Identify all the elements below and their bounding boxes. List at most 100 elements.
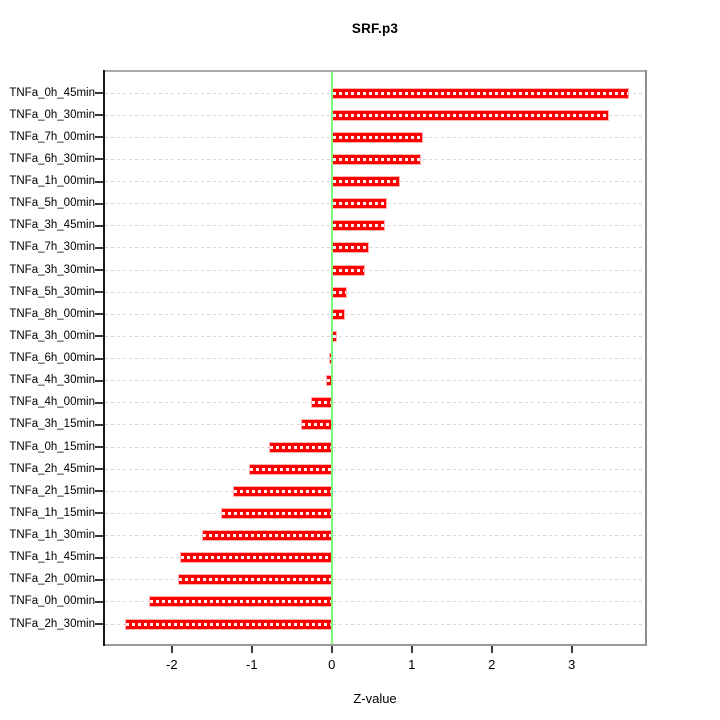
y-tick	[95, 490, 103, 493]
y-tick	[95, 136, 103, 139]
x-axis-label: Z-value	[353, 691, 397, 706]
plot-border-top	[103, 70, 647, 72]
x-tick	[570, 646, 573, 653]
bar	[300, 419, 332, 431]
y-tick	[95, 357, 103, 360]
y-tick-label: TNFa_1h_15min	[9, 506, 95, 519]
bar	[331, 176, 400, 187]
zero-reference-line	[330, 72, 333, 644]
bar	[233, 485, 332, 497]
bar	[331, 286, 347, 298]
y-tick	[95, 446, 103, 448]
grid-line	[105, 247, 645, 249]
chart-title: SRF.p3	[351, 21, 399, 36]
grid-line	[105, 269, 645, 271]
y-tick-label: TNFa_5h_30min	[9, 285, 95, 298]
y-tick	[95, 556, 103, 559]
y-tick	[95, 600, 103, 603]
y-tick-label: TNFa_2h_15min	[9, 484, 95, 497]
y-tick	[95, 291, 103, 294]
y-tick	[95, 512, 103, 515]
y-tick	[95, 401, 103, 404]
plot-border-bottom	[103, 644, 647, 646]
x-tick-label: 1	[408, 657, 416, 672]
y-tick-label: TNFa_5h_00min	[9, 197, 95, 210]
y-tick	[95, 623, 103, 625]
grid-line	[105, 623, 645, 625]
bar	[178, 574, 332, 586]
x-tick	[330, 646, 333, 653]
bar	[179, 552, 332, 564]
bar	[202, 530, 332, 541]
bar	[331, 264, 366, 276]
y-tick-label: TNFa_7h_30min	[9, 241, 95, 254]
plot-border-right	[645, 70, 647, 646]
bar	[331, 220, 385, 232]
bar	[331, 153, 422, 165]
grid-line	[105, 424, 645, 426]
x-tick-label: -1	[246, 657, 258, 672]
y-tick	[95, 423, 103, 426]
x-tick-label: 2	[488, 657, 496, 672]
y-tick-label: TNFa_4h_00min	[9, 396, 95, 409]
x-tick-label: -2	[166, 657, 178, 672]
y-axis-labels: TNFa_0h_45min TNFa_0h_30min TNFa_7h_00min T…	[0, 70, 95, 646]
y-tick-label: TNFa_3h_15min	[9, 418, 95, 431]
y-tick-label: TNFa_1h_45min	[9, 551, 95, 564]
y-tick	[95, 180, 103, 183]
y-tick	[95, 335, 103, 338]
y-tick	[95, 578, 103, 581]
bar	[125, 618, 332, 630]
x-tick-label: 0	[328, 657, 336, 672]
bar	[331, 131, 423, 143]
grid-line	[105, 291, 645, 293]
y-tick-label: TNFa_2h_00min	[9, 573, 95, 586]
y-tick-label: TNFa_2h_45min	[9, 462, 95, 475]
y-tick-label: TNFa_0h_30min	[9, 108, 95, 121]
grid-line	[105, 535, 645, 536]
y-tick	[95, 379, 103, 382]
y-tick	[95, 269, 103, 271]
y-tick-label: TNFa_4h_30min	[9, 374, 95, 387]
y-tick	[95, 158, 103, 161]
y-tick-label: TNFa_7h_00min	[9, 130, 95, 143]
y-tick-label: TNFa_1h_00min	[9, 175, 95, 187]
y-tick-label: TNFa_0h_15min	[9, 440, 95, 453]
y-tick-label: TNFa_3h_30min	[9, 263, 95, 276]
y-tick-label: TNFa_0h_00min	[9, 595, 95, 608]
y-tick	[95, 468, 103, 471]
y-tick-label: TNFa_0h_45min	[9, 86, 95, 99]
grid-line	[105, 468, 645, 470]
x-tick	[490, 646, 493, 653]
y-tick	[95, 224, 103, 227]
y-tick-label: TNFa_8h_00min	[9, 307, 95, 320]
y-tick	[95, 114, 103, 117]
bar	[311, 397, 332, 409]
x-axis: -2 -1 0 1 2 3	[103, 646, 647, 680]
grid-line	[105, 446, 645, 448]
y-tick-label: TNFa_1h_30min	[9, 529, 95, 541]
bar	[331, 242, 369, 254]
y-tick	[95, 246, 103, 249]
bar	[249, 463, 332, 475]
x-tick	[250, 646, 253, 653]
y-tick	[95, 313, 103, 316]
bar	[331, 109, 609, 121]
y-tick	[95, 202, 103, 205]
bar	[221, 507, 332, 519]
plot-border-left	[103, 70, 105, 646]
bar	[148, 596, 332, 608]
plot-area	[95, 70, 647, 646]
x-tick	[170, 646, 173, 653]
y-tick-label: TNFa_6h_30min	[9, 152, 95, 165]
bar	[331, 198, 387, 210]
y-tick-label: TNFa_6h_00min	[9, 352, 95, 364]
grid-line	[105, 601, 645, 603]
y-tick	[95, 92, 103, 94]
x-tick	[410, 646, 413, 653]
grid-line	[105, 358, 645, 359]
grid-line	[105, 579, 645, 581]
y-tick-label: TNFa_2h_30min	[9, 617, 95, 630]
y-tick	[95, 534, 103, 537]
grid-line	[105, 557, 645, 559]
